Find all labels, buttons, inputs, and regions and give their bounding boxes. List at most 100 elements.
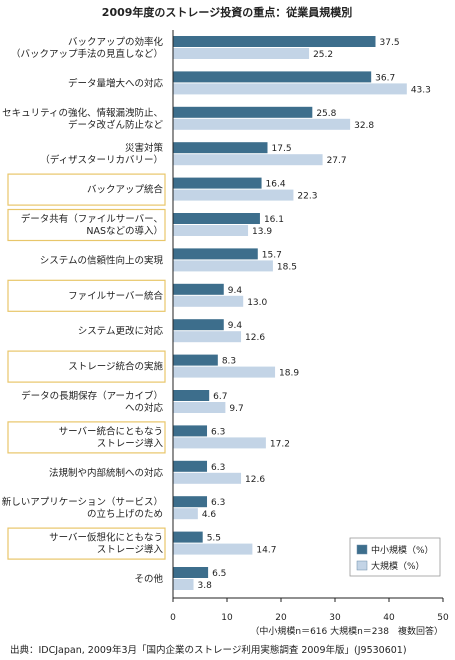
bar-large <box>173 295 244 307</box>
value-label: 14.7 <box>256 546 276 556</box>
bar-small-medium <box>173 460 208 472</box>
category-label: データ共有（ファイルサーバー、 <box>21 213 163 225</box>
category-label: システム更改に対応 <box>78 325 164 337</box>
bar-small-medium <box>173 36 376 47</box>
bar-small-medium <box>173 390 210 401</box>
category-label: ストレージ導入 <box>97 544 164 556</box>
value-label: 5.5 <box>207 534 221 544</box>
x-axis: 0 10 20 30 40 50 <box>170 30 449 623</box>
bar-large <box>173 83 407 95</box>
bar-small-medium <box>173 531 203 543</box>
category-label: データ改ざん防止など <box>68 119 164 131</box>
value-label: 17.2 <box>270 439 290 449</box>
bar-large <box>173 331 242 343</box>
category-labels: バックアップの効率化（バックアップ手法の見直しなど） データ量増大への対応セキュリ… <box>2 36 164 585</box>
x-tick-label: 30 <box>329 613 341 623</box>
value-label: 32.8 <box>354 121 374 131</box>
value-label: 8.3 <box>222 357 236 367</box>
bar-small-medium <box>173 283 224 295</box>
bar-large <box>173 225 249 236</box>
value-label: 15.7 <box>262 250 282 260</box>
sample-size-note: （中小規模n＝616 大規模n＝238 複数回答） <box>250 625 443 637</box>
x-tick-label: 0 <box>170 613 176 623</box>
value-label: 12.6 <box>245 333 265 343</box>
value-label: 25.8 <box>316 109 336 119</box>
value-label: 3.8 <box>198 581 213 591</box>
bar-large <box>173 579 194 590</box>
highlight-box <box>7 279 166 312</box>
category-label: 法規制や内部統制への対応 <box>49 467 164 479</box>
category-label: セキュリティの強化、情報漏洩防止、 <box>2 107 163 119</box>
bar-large <box>173 437 266 449</box>
highlight-box <box>7 173 166 206</box>
bar-small-medium <box>173 425 208 437</box>
x-tick-label: 40 <box>383 613 395 623</box>
category-label: データの長期保存（アーカイブ） <box>21 390 163 402</box>
category-label: ファイルサーバー統合 <box>68 290 163 302</box>
value-label: 22.3 <box>297 192 317 202</box>
category-label: NASなどの導入） <box>86 225 163 237</box>
value-label: 43.3 <box>411 85 431 95</box>
bar-large <box>173 366 276 378</box>
x-tick-label: 10 <box>221 613 233 623</box>
legend-swatch <box>356 544 368 555</box>
value-label: 6.3 <box>211 427 225 437</box>
legend-swatch <box>356 560 368 571</box>
value-label: 12.6 <box>245 475 265 485</box>
category-label: （バックアップ手法の見直しなど） <box>11 48 163 60</box>
value-label: 18.5 <box>277 262 297 272</box>
highlight-boxes <box>7 173 166 560</box>
value-label: 6.3 <box>211 463 225 473</box>
value-label: 6.5 <box>212 569 226 579</box>
bar-large <box>173 472 242 484</box>
category-label: ストレージ導入 <box>97 437 164 449</box>
bar-small-medium <box>173 71 372 83</box>
highlight-box <box>7 527 166 560</box>
value-label: 17.5 <box>272 144 292 154</box>
value-label: 13.9 <box>252 227 272 237</box>
category-label: （ディザスターリカバリー） <box>40 154 163 166</box>
value-label: 13.0 <box>247 298 267 308</box>
bar-small-medium <box>173 142 268 154</box>
category-label: サーバー仮想化にともなう <box>49 532 163 544</box>
source-note: 出典：IDCJapan, 2009年3月「国内企業のストレージ利用実態調査 20… <box>10 644 407 656</box>
value-label: 6.3 <box>211 498 225 508</box>
bar-large <box>173 118 351 130</box>
value-label: 4.6 <box>202 510 217 520</box>
legend-entry: 中小規模（%） <box>371 544 434 556</box>
bar-small-medium <box>173 496 208 508</box>
category-label: の立ち上げのため <box>87 508 163 520</box>
category-label: 災害対策 <box>125 142 164 154</box>
category-label: データ量増大への対応 <box>68 77 164 89</box>
bars: 37.5 25.2 36.7 43.3 25.8 32.8 17.5 27.7 16.4 22.3… <box>173 36 431 591</box>
category-label: バックアップの効率化 <box>68 36 164 48</box>
bar-large <box>173 543 253 555</box>
category-label: ストレージ統合の実施 <box>68 361 163 373</box>
bar-large <box>173 48 310 59</box>
bar-small-medium <box>173 177 262 189</box>
bar-small-medium <box>173 567 209 578</box>
bar-small-medium <box>173 354 218 366</box>
legend: 中小規模（%） 大規模（%） <box>349 537 441 577</box>
category-label: バックアップ統合 <box>87 184 164 196</box>
highlight-box <box>7 350 166 383</box>
x-tick-label: 50 <box>437 613 449 623</box>
category-label: 新しいアプリケーション（サービス） <box>2 496 163 508</box>
value-label: 16.1 <box>264 215 284 225</box>
value-label: 16.4 <box>266 180 286 190</box>
legend-entry: 大規模（%） <box>371 560 425 572</box>
chart-title: 2009年度のストレージ投資の重点：従業員規模別 <box>102 5 352 19</box>
bar-small-medium <box>173 248 258 260</box>
value-label: 9.7 <box>229 404 243 414</box>
bar-large <box>173 402 226 413</box>
highlight-box <box>7 208 166 242</box>
value-label: 18.9 <box>279 369 299 379</box>
value-label: 25.2 <box>313 50 333 60</box>
category-label: への対応 <box>125 402 164 414</box>
value-label: 6.7 <box>213 392 227 402</box>
bar-small-medium <box>173 319 224 331</box>
category-label: システムの信頼性向上の実現 <box>40 254 164 266</box>
bar-small-medium <box>173 106 313 118</box>
bar-large <box>173 508 198 520</box>
